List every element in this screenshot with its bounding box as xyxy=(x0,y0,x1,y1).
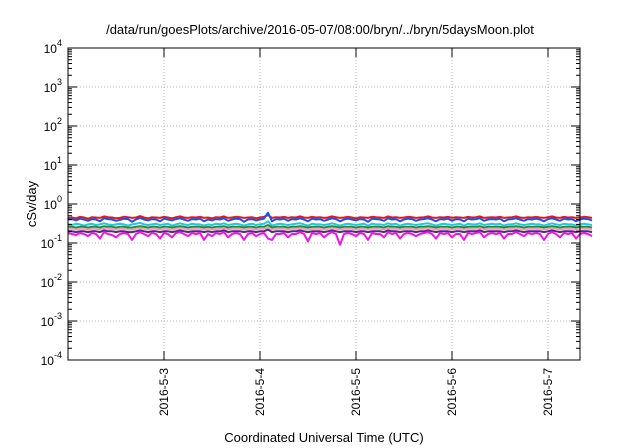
x-axis-label: Coordinated Universal Time (UTC) xyxy=(224,430,423,445)
series-line xyxy=(67,211,593,223)
series-line xyxy=(68,226,593,231)
series-line xyxy=(67,214,593,220)
y-tick-label: 101 xyxy=(44,155,62,173)
y-tick-label: 100 xyxy=(44,194,62,212)
chart-title: /data/run/goesPlots/archive/2016-05-07/0… xyxy=(106,22,534,37)
y-tick-label: 10-2 xyxy=(41,272,62,290)
x-tick-label: 2016-5-7 xyxy=(541,368,555,416)
data-series xyxy=(67,211,593,246)
x-tick-label: 2016-5-4 xyxy=(253,368,267,416)
y-tick-label: 102 xyxy=(44,116,62,134)
series-line xyxy=(68,228,593,234)
x-tick-label: 2016-5-3 xyxy=(157,368,171,416)
x-tick-label: 2016-5-6 xyxy=(445,368,459,416)
x-tick-label: 2016-5-5 xyxy=(349,368,363,416)
y-tick-label: 103 xyxy=(44,77,62,95)
series-line xyxy=(68,224,593,229)
series-line xyxy=(67,231,593,246)
y-tick-label: 104 xyxy=(44,38,62,56)
series-line xyxy=(67,220,593,227)
y-tick-label: 10-4 xyxy=(41,350,62,368)
y-axis-label: cSv/day xyxy=(24,180,39,227)
y-tick-label: 10-1 xyxy=(41,233,62,251)
x-axis-ticks: 2016-5-3 2016-5-4 2016-5-5 2016-5-6 2016-5-7 xyxy=(157,48,555,416)
y-axis-ticks: 10-4 10-3 10-2 10-1 100 101 102 103 104 xyxy=(41,38,580,368)
grid-lines xyxy=(68,48,580,360)
y-tick-label: 10-3 xyxy=(41,311,62,329)
